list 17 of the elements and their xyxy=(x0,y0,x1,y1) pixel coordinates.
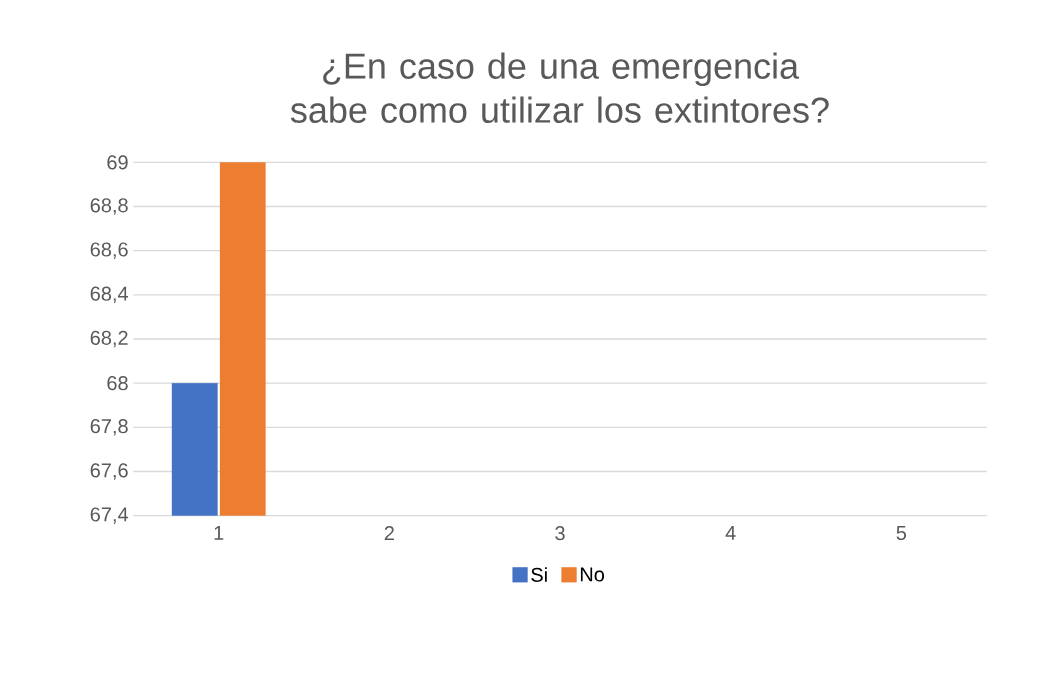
y-tick-label: 68,2 xyxy=(90,330,128,348)
y-tick-label: 68,8 xyxy=(90,198,128,215)
y-tick-label: 67,4 xyxy=(90,507,129,524)
y-tick-label: 68 xyxy=(107,376,128,391)
chart-title: ¿En caso de una emergencia sabe como utilizar los extintores? xyxy=(290,52,829,123)
x-tick-label: 3 xyxy=(555,526,565,541)
x-tick-label: 4 xyxy=(725,526,736,540)
legend-label: No xyxy=(580,567,605,582)
y-tick-label: 67,6 xyxy=(90,463,128,480)
y-tick-label: 68,6 xyxy=(90,242,128,259)
y-tick-label: 68,4 xyxy=(90,286,129,304)
x-tick-label: 1 xyxy=(214,526,224,540)
y-tick-label: 69 xyxy=(107,155,128,170)
y-tick-label: 67,8 xyxy=(90,419,128,436)
x-tick-label: 2 xyxy=(384,526,394,541)
x-tick-label: 5 xyxy=(896,526,907,541)
legend-label: Si xyxy=(531,567,547,582)
